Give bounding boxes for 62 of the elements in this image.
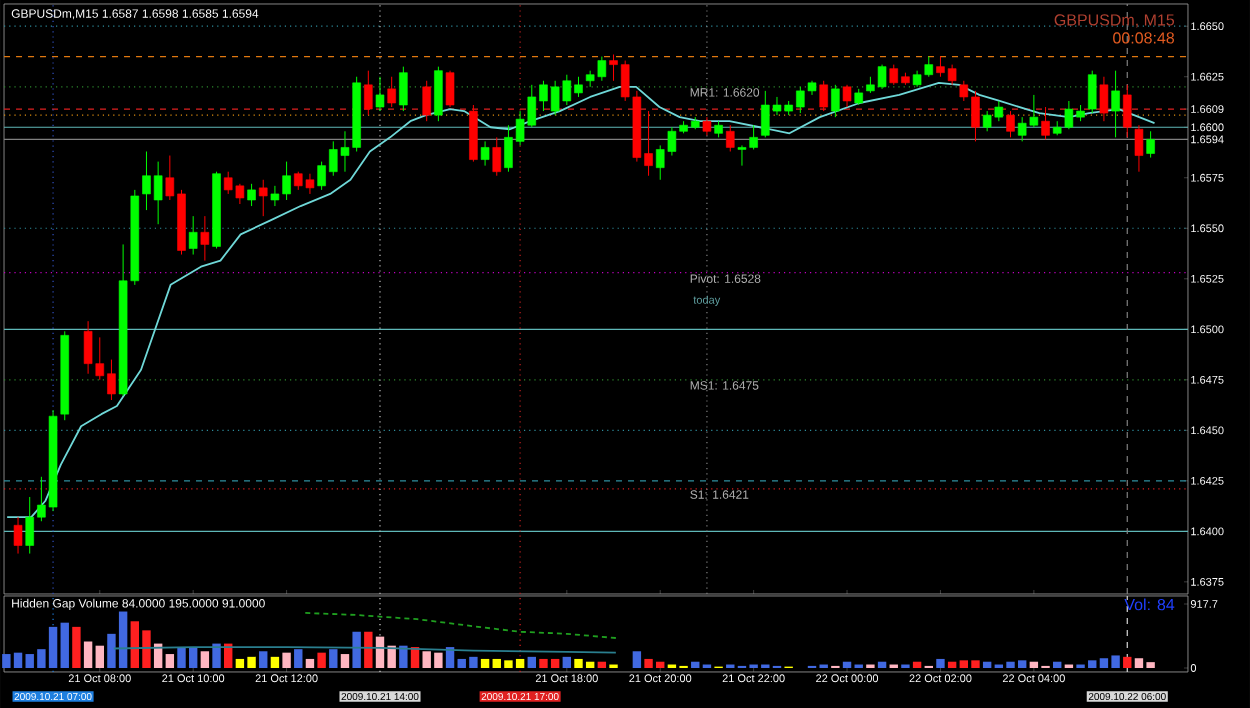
candlestick — [422, 80, 431, 122]
candlestick — [1134, 124, 1144, 173]
bar — [1053, 661, 1062, 668]
candlestick — [1006, 110, 1015, 138]
candlestick — [445, 70, 455, 108]
candlestick — [819, 80, 828, 112]
bar — [270, 656, 280, 668]
candlestick — [375, 76, 385, 112]
candlestick — [1041, 106, 1050, 140]
candlestick — [1087, 70, 1097, 114]
candlestick — [200, 215, 210, 262]
candlestick — [258, 179, 268, 217]
bar — [982, 661, 992, 668]
bar — [352, 631, 361, 668]
candlestick — [480, 140, 490, 167]
candlestick — [434, 66, 443, 122]
bar — [60, 622, 69, 668]
annotation: GBPUSDm, M15 — [1054, 14, 1175, 28]
candlestick — [842, 84, 852, 108]
bar — [294, 649, 303, 668]
bar — [947, 661, 957, 668]
line-series — [304, 612, 617, 639]
bar — [399, 645, 408, 668]
candlestick — [702, 116, 712, 136]
bar — [200, 651, 210, 668]
bar — [95, 645, 104, 668]
bar — [912, 661, 922, 668]
bar — [282, 652, 291, 668]
bar — [364, 631, 373, 668]
candlestick — [13, 516, 23, 555]
bar — [936, 658, 945, 668]
candlestick — [1099, 76, 1109, 122]
candlestick — [247, 183, 256, 207]
annotation: 00:08:48 — [1113, 32, 1175, 44]
bar — [329, 649, 338, 668]
bar — [165, 654, 175, 668]
bar — [842, 661, 852, 668]
bar — [1123, 656, 1132, 668]
candlestick — [387, 76, 396, 108]
bar — [72, 626, 81, 668]
bar — [83, 641, 93, 668]
candlestick — [831, 84, 840, 118]
candlestick — [364, 70, 373, 116]
bar — [632, 651, 642, 668]
candlestick — [726, 124, 735, 152]
candlestick — [492, 136, 502, 177]
bar — [259, 651, 268, 668]
bar — [317, 652, 326, 668]
candlestick — [188, 215, 198, 256]
annotation: Vol: 84 — [1124, 598, 1175, 611]
bar — [562, 656, 572, 668]
bar — [527, 656, 536, 668]
bar — [305, 658, 315, 668]
bar — [480, 658, 490, 668]
bar — [597, 661, 607, 668]
candlestick — [399, 66, 408, 112]
candlestick — [1123, 84, 1132, 138]
candlestick — [1111, 70, 1120, 138]
bar — [877, 661, 887, 668]
bar — [340, 654, 350, 668]
bar — [691, 661, 700, 668]
candlestick — [1146, 130, 1155, 159]
